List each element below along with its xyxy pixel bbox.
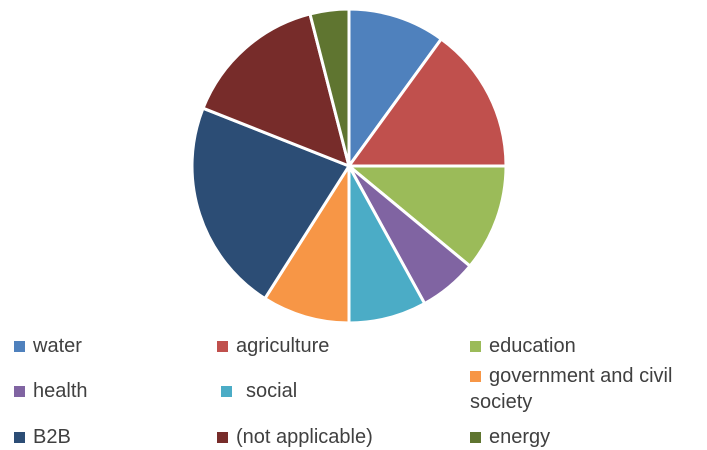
legend-item-agriculture: agriculture — [217, 333, 329, 359]
legend-swatch-government-and-civil-society — [470, 371, 481, 382]
legend-item-social: social — [221, 378, 297, 404]
legend-item-not-applicable: (not applicable) — [217, 424, 373, 450]
pie-slice-agriculture — [347, 37, 508, 168]
legend-label-energy: energy — [489, 426, 551, 448]
legend-swatch-not-applicable — [217, 432, 228, 443]
legend-label-agriculture: agriculture — [236, 335, 330, 357]
legend-swatch-education — [470, 341, 481, 352]
legend-swatch-health — [14, 386, 25, 397]
legend-item-b2b: B2B — [14, 424, 71, 450]
legend-item-water: water — [14, 333, 82, 359]
legend-label-water: water — [33, 335, 82, 357]
legend-swatch-agriculture — [217, 341, 228, 352]
legend-swatch-energy — [470, 432, 481, 443]
legend-item-education: education — [470, 333, 576, 359]
legend-label-education: education — [489, 335, 576, 357]
legend-label-not-applicable: (not applicable) — [236, 426, 373, 448]
legend-item-government-and-civil-society: government and civil society — [470, 363, 702, 415]
legend-item-energy: energy — [470, 424, 550, 450]
legend-swatch-social — [221, 386, 232, 397]
pie-slice-energy — [308, 7, 351, 168]
legend-swatch-b2b — [14, 432, 25, 443]
legend-label-health: health — [33, 380, 88, 402]
pie-slice-water — [347, 7, 443, 168]
pie-slice-education — [347, 164, 508, 268]
legend-label-social: social — [246, 380, 298, 402]
legend-label-b2b: B2B — [33, 426, 71, 448]
pie-slice-not-applicable — [201, 12, 351, 168]
pie-slice-b2b — [190, 106, 351, 301]
legend-swatch-water — [14, 341, 25, 352]
pie-slice-government-and-civil-society — [263, 164, 351, 325]
legend-item-health: health — [14, 378, 88, 404]
legend-label-government-and-civil-society: government and civil society — [470, 365, 673, 413]
